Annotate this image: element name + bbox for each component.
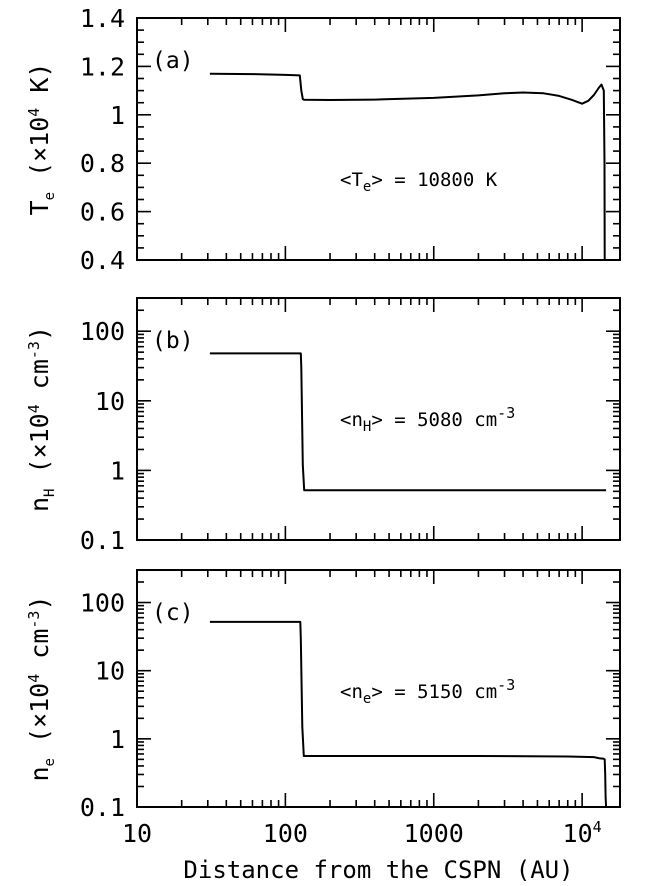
x-tick-text: 1000 [404, 819, 464, 848]
y-label-sup: 4 [25, 108, 43, 117]
y-tick-label: 1 [110, 725, 125, 754]
annot-sub: e [363, 691, 371, 707]
y-label-sub: e [42, 758, 58, 766]
y-tick-label: 1.4 [80, 4, 125, 33]
y-tick-label: 10 [95, 387, 125, 416]
plot-frame [136, 569, 621, 808]
panel-label: (c) [152, 600, 194, 626]
y-label-unit: (×10 [25, 413, 54, 488]
series-line [209, 352, 607, 492]
y-tick-label: 0.8 [80, 149, 125, 178]
annot-pre: <n [340, 681, 363, 703]
annot-sup: -3 [497, 404, 515, 422]
x-tick-text: 10 [122, 819, 152, 848]
mean-annotation: <nH> = 5080 cm-3 [340, 404, 515, 435]
x-tick-text: 100 [263, 819, 308, 848]
annot-post: > = 5150 cm [371, 681, 497, 703]
series-line [209, 620, 608, 808]
y-tick-label: 10 [95, 657, 125, 686]
mean-annotation: <ne> = 5150 cm-3 [340, 676, 515, 707]
panel-label: (b) [152, 328, 194, 354]
y-tick-label: 100 [80, 589, 125, 618]
y-tick-label: 0.6 [80, 198, 125, 227]
mean-annotation: <Te> = 10800 K [340, 169, 498, 195]
series-line [209, 72, 606, 261]
y-label-sup2: -3 [25, 611, 43, 629]
y-label-base: T [25, 200, 54, 215]
x-axis-label: Distance from the CSPN (AU) [183, 856, 573, 884]
annot-sup: -3 [497, 676, 515, 694]
plot-frame [136, 297, 621, 541]
y-label-sup: 4 [25, 674, 43, 683]
annot-pre: <T [340, 169, 363, 191]
y-axis-label: Te (×104 K) [25, 63, 58, 216]
y-label-sub: e [42, 192, 58, 200]
y-label-close: ) [25, 595, 54, 610]
x-tick-label: 1000 [404, 819, 464, 848]
y-label-sub: H [42, 489, 58, 497]
y-label-sup2: -3 [25, 341, 43, 359]
x-tick-sup: 4 [593, 818, 602, 836]
y-label-tail: K) [25, 63, 54, 108]
y-label-tail: cm [25, 629, 54, 674]
y-label-unit: (×10 [25, 683, 54, 758]
x-tick-label: 104 [563, 818, 602, 848]
y-label-base: n [25, 497, 54, 512]
x-tick-text: 10 [563, 819, 593, 848]
y-axis-label: nH (×104 cm-3) [25, 326, 58, 512]
plot-frame [136, 17, 621, 261]
annot-sub: H [363, 419, 371, 435]
y-axis-label: ne (×104 cm-3) [25, 595, 58, 781]
annot-pre: <n [340, 409, 363, 431]
y-label-unit: (×10 [25, 117, 54, 192]
panel-label: (a) [152, 48, 194, 74]
y-label-base: n [25, 766, 54, 781]
annot-post: > = 5080 cm [371, 409, 497, 431]
y-tick-label: 0.1 [80, 793, 125, 822]
y-tick-label: 0.4 [80, 246, 125, 275]
panel-a: 0.40.60.811.21.4Te (×104 K)(a)<Te> = 108… [25, 4, 621, 275]
annot-post: > = 10800 K [371, 169, 497, 191]
y-tick-label: 1.2 [80, 52, 125, 81]
y-label-sup: 4 [25, 404, 43, 413]
x-tick-label: 10 [122, 819, 152, 848]
x-tick-label: 100 [263, 819, 308, 848]
y-tick-label: 1 [110, 101, 125, 130]
y-tick-label: 0.1 [80, 526, 125, 555]
y-label-tail: cm [25, 359, 54, 404]
y-tick-label: 100 [80, 317, 125, 346]
y-tick-label: 1 [110, 456, 125, 485]
y-label-close: ) [25, 326, 54, 341]
annot-sub: e [363, 179, 371, 195]
